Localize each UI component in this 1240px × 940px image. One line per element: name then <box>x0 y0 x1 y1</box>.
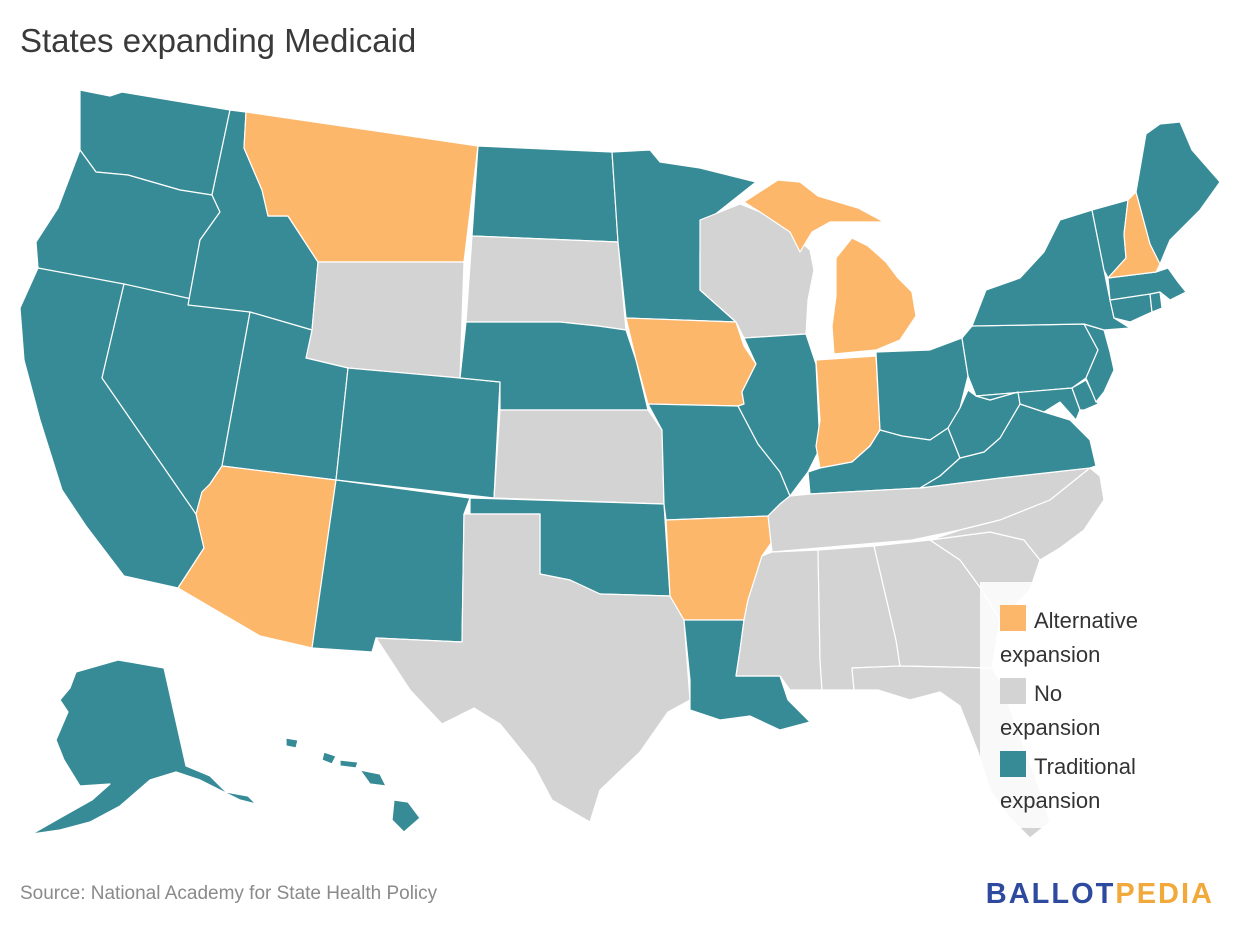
legend-swatch-traditional <box>1000 751 1026 777</box>
state-HI-big[interactable] <box>391 799 421 833</box>
state-RI[interactable] <box>1149 291 1163 313</box>
state-NM[interactable] <box>311 479 471 653</box>
state-SD[interactable] <box>465 235 627 331</box>
state-ND[interactable] <box>471 145 619 243</box>
state-CO[interactable] <box>335 367 501 499</box>
state-AZ[interactable] <box>177 465 337 649</box>
legend-label-line1: No <box>1034 681 1063 706</box>
state-MI[interactable] <box>831 237 917 355</box>
state-HI-oahu[interactable] <box>321 751 337 765</box>
legend-item-alternative: Alternative expansion <box>1000 604 1160 672</box>
state-HI-molokai[interactable] <box>339 759 359 769</box>
state-MT[interactable] <box>243 111 479 263</box>
state-ME[interactable] <box>1135 121 1221 265</box>
legend-swatch-alternative <box>1000 605 1026 631</box>
state-KS[interactable] <box>493 409 665 505</box>
legend-label-line2: expansion <box>1000 788 1101 813</box>
legend-label-line2: expansion <box>1000 715 1101 740</box>
ballotpedia-logo[interactable]: BALLOTPEDIA <box>986 878 1214 911</box>
legend-item-traditional: Traditional expansion <box>1000 750 1160 818</box>
map-title: States expanding Medicaid <box>20 22 417 59</box>
state-DE[interactable] <box>1071 379 1099 411</box>
source-note: Source: National Academy for State Healt… <box>20 883 438 904</box>
legend-label-line2: expansion <box>1000 642 1101 667</box>
state-MI-UP[interactable] <box>743 179 885 253</box>
legend-item-none: No expansion <box>1000 677 1160 745</box>
state-NE[interactable] <box>459 321 649 411</box>
legend-label-line1: Alternative <box>1034 608 1138 633</box>
logo-part-1: BALLOT <box>985 878 1116 910</box>
state-WY[interactable] <box>305 261 465 379</box>
state-NC[interactable] <box>929 467 1105 561</box>
state-HI-kauai[interactable] <box>285 737 299 749</box>
legend-swatch-none <box>1000 678 1026 704</box>
legend: Alternative expansion No expansion Tradi… <box>980 582 1156 828</box>
state-NJ[interactable] <box>1083 323 1115 403</box>
legend-label-line1: Traditional <box>1034 754 1136 779</box>
state-AK[interactable] <box>31 659 257 835</box>
state-HI-maui[interactable] <box>359 769 387 787</box>
logo-part-2: PEDIA <box>1115 878 1214 910</box>
state-TX[interactable] <box>375 513 691 823</box>
state-IA[interactable] <box>625 317 757 407</box>
